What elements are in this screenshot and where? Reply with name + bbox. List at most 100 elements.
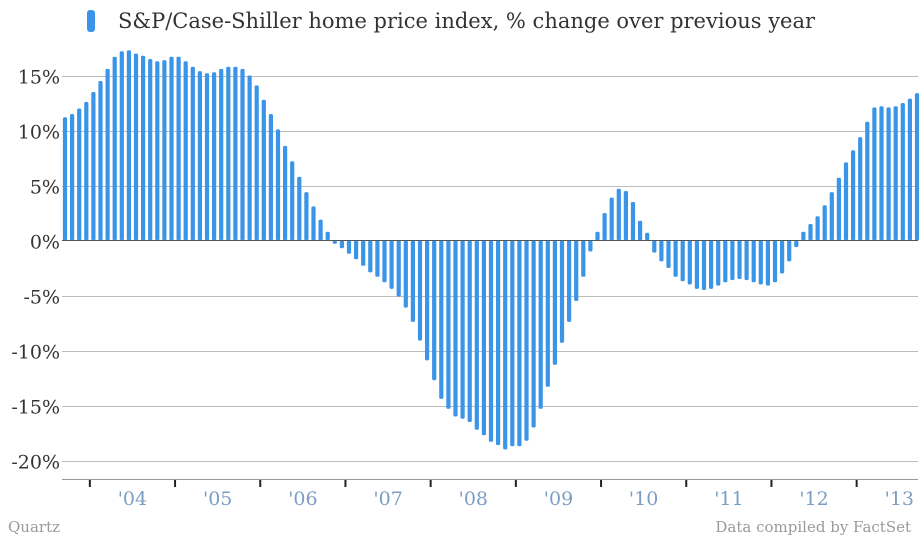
bar bbox=[630, 202, 636, 241]
y-tick-label: -15% bbox=[11, 397, 60, 419]
bar bbox=[666, 240, 671, 268]
bar bbox=[304, 192, 309, 241]
bar bbox=[105, 68, 110, 241]
bar bbox=[403, 240, 408, 308]
bar bbox=[780, 240, 785, 274]
bar bbox=[694, 240, 699, 289]
bar bbox=[446, 240, 451, 409]
x-tick-label: '08 bbox=[459, 488, 488, 510]
bar bbox=[332, 240, 337, 244]
bar bbox=[488, 240, 494, 442]
bar bbox=[701, 240, 707, 290]
bar bbox=[609, 197, 614, 241]
x-axis: '04 '05 '06 '07 '08 '09 '10 '11 '12 '13 bbox=[88, 480, 914, 510]
bar bbox=[900, 103, 905, 241]
bar bbox=[481, 240, 486, 436]
bar bbox=[616, 188, 621, 241]
bar bbox=[84, 101, 89, 241]
bar bbox=[851, 150, 856, 241]
bar bbox=[375, 240, 380, 277]
bar bbox=[886, 107, 891, 241]
bar bbox=[389, 240, 394, 289]
bar bbox=[176, 56, 181, 241]
bar bbox=[169, 56, 174, 241]
bar bbox=[559, 240, 565, 343]
bar bbox=[155, 61, 160, 241]
bar bbox=[148, 59, 153, 241]
bar bbox=[602, 213, 607, 241]
bar bbox=[219, 68, 224, 241]
x-tick-label: '10 bbox=[629, 488, 658, 510]
bars bbox=[62, 50, 920, 450]
bar bbox=[879, 106, 884, 241]
bar bbox=[247, 75, 252, 241]
bar bbox=[439, 240, 444, 399]
bar bbox=[829, 192, 834, 241]
bar bbox=[794, 240, 799, 248]
bar bbox=[233, 66, 238, 241]
bar bbox=[368, 240, 373, 273]
bar bbox=[275, 129, 281, 241]
bar bbox=[311, 206, 316, 241]
bar bbox=[744, 240, 749, 281]
bar bbox=[687, 240, 692, 285]
bar bbox=[595, 231, 600, 241]
bar bbox=[91, 92, 96, 241]
bar bbox=[510, 240, 515, 447]
x-tick-label: '04 bbox=[118, 488, 147, 510]
bar bbox=[98, 81, 103, 241]
x-tick-label: '07 bbox=[373, 488, 402, 510]
bar bbox=[268, 114, 273, 241]
bar bbox=[716, 240, 721, 286]
bar bbox=[865, 121, 870, 241]
bar bbox=[410, 240, 415, 322]
bar bbox=[645, 232, 650, 241]
bar bbox=[297, 176, 302, 241]
bar bbox=[396, 240, 401, 297]
bar bbox=[162, 60, 167, 241]
bar bbox=[190, 66, 195, 241]
bar bbox=[425, 240, 430, 361]
bar bbox=[119, 51, 124, 241]
y-tick-label: 0% bbox=[30, 232, 60, 254]
y-tick-label: 15% bbox=[18, 67, 60, 89]
bar bbox=[432, 240, 437, 381]
x-tick-label: '05 bbox=[203, 488, 232, 510]
bar bbox=[801, 231, 806, 241]
bar bbox=[517, 240, 522, 447]
bar bbox=[552, 240, 557, 365]
bar bbox=[240, 68, 245, 241]
bar bbox=[893, 106, 898, 241]
bar bbox=[815, 216, 820, 241]
x-tick-label: '06 bbox=[288, 488, 317, 510]
bar bbox=[843, 162, 849, 241]
bar bbox=[325, 231, 330, 241]
bar bbox=[318, 219, 323, 241]
bar bbox=[197, 71, 202, 241]
bar bbox=[141, 55, 146, 241]
bar bbox=[638, 220, 643, 241]
bar bbox=[346, 240, 352, 254]
y-tick-label: -20% bbox=[11, 452, 60, 474]
source-left: Quartz bbox=[8, 518, 60, 536]
y-tick-label: 10% bbox=[18, 122, 60, 144]
bar bbox=[226, 66, 231, 241]
bar bbox=[588, 240, 593, 252]
bar bbox=[858, 137, 863, 241]
bar bbox=[254, 85, 259, 241]
bar bbox=[531, 240, 536, 428]
y-tick-label: -10% bbox=[11, 342, 60, 364]
bar bbox=[758, 240, 763, 285]
bar bbox=[112, 56, 117, 241]
source-right: Data compiled by FactSet bbox=[715, 518, 911, 536]
bar bbox=[77, 108, 82, 241]
bar bbox=[581, 240, 586, 277]
legend: S&P/Case-Shiller home price index, % cha… bbox=[87, 9, 816, 33]
bar bbox=[709, 240, 714, 289]
bar bbox=[822, 205, 827, 241]
bar bbox=[659, 240, 664, 262]
bar bbox=[567, 240, 572, 322]
bar bbox=[907, 98, 912, 241]
bar bbox=[836, 177, 841, 241]
